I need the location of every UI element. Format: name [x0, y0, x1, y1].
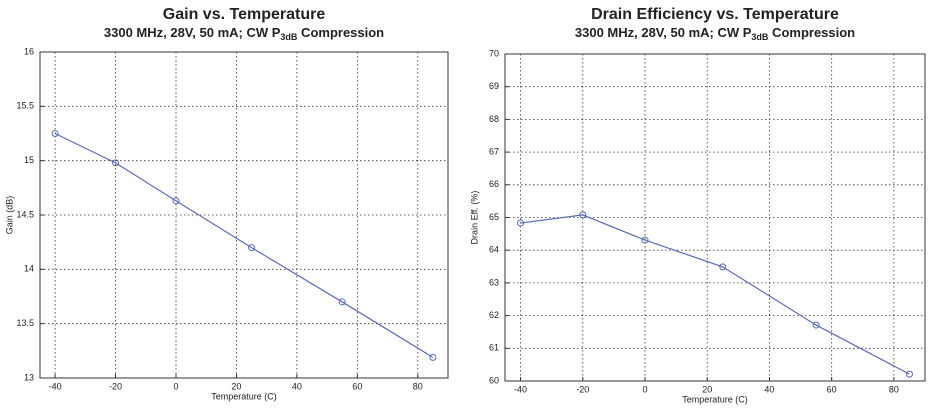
- y-tick-label: 68: [489, 114, 499, 124]
- x-tick-label: -20: [109, 381, 122, 391]
- x-tick-label: 40: [764, 384, 774, 394]
- y-tick-label: 62: [489, 310, 499, 320]
- x-tick-label: 20: [702, 384, 712, 394]
- x-tick-label: 80: [413, 381, 423, 391]
- y-tick-label: 14: [24, 264, 34, 274]
- x-tick-label: -40: [514, 384, 527, 394]
- subtitle-text: Compression: [768, 25, 855, 40]
- plot-frame: [504, 53, 926, 382]
- data-point: [641, 236, 649, 244]
- y-tick-label: 60: [489, 375, 499, 385]
- y-axis-label: Drain Eff. (%): [469, 191, 479, 245]
- y-tick-label: 63: [489, 277, 499, 287]
- y-tick-label: 67: [489, 146, 499, 156]
- chart-title: Gain vs. Temperature: [163, 6, 326, 23]
- x-tick-label: 60: [352, 381, 362, 391]
- x-tick-label: 40: [292, 381, 302, 391]
- data-point: [248, 244, 256, 252]
- chart-title: Drain Efficiency vs. Temperature: [591, 6, 839, 23]
- y-tick-label: 14.5: [16, 209, 34, 219]
- plot-frame: [39, 51, 449, 379]
- y-tick-label: 66: [489, 179, 499, 189]
- y-tick-label: 13.5: [16, 318, 34, 328]
- subtitle-subscript: 3dB: [751, 32, 769, 42]
- subtitle-text: Compression: [297, 25, 384, 40]
- y-tick-label: 13: [24, 372, 34, 382]
- data-point: [812, 321, 820, 329]
- data-line: [54, 132, 434, 358]
- y-tick-label: 16: [24, 46, 34, 56]
- y-axis-label: Gain (dB): [4, 196, 14, 235]
- y-tick-label: 70: [489, 48, 499, 58]
- y-tick-label: 15.5: [16, 101, 34, 111]
- data-line: [520, 214, 910, 375]
- data-point: [517, 219, 525, 227]
- y-tick-label: 61: [489, 343, 499, 353]
- x-tick-label: 0: [642, 384, 647, 394]
- y-tick-label: 64: [489, 245, 499, 255]
- x-tick-label: -40: [49, 381, 62, 391]
- chart-subtitle: 3300 MHz, 28V, 50 mA; CW P3dB Compressio…: [575, 25, 855, 42]
- x-tick-label: 60: [827, 384, 837, 394]
- x-tick-label: 0: [173, 381, 178, 391]
- x-axis-label: Temperature (C): [211, 391, 277, 401]
- data-point: [905, 370, 913, 378]
- data-point: [338, 298, 346, 306]
- x-axis-label: Temperature (C): [682, 394, 748, 404]
- data-point: [719, 263, 727, 271]
- data-point: [112, 159, 120, 167]
- data-point: [579, 211, 587, 219]
- subtitle-text: 3300 MHz, 28V, 50 mA; CW P: [104, 25, 281, 40]
- y-tick-label: 15: [24, 155, 34, 165]
- x-tick-label: -20: [576, 384, 589, 394]
- x-tick-label: 80: [889, 384, 899, 394]
- x-tick-label: 20: [231, 381, 241, 391]
- data-point: [172, 197, 180, 205]
- subtitle-text: 3300 MHz, 28V, 50 mA; CW P: [575, 25, 752, 40]
- data-point: [429, 353, 437, 361]
- chart-subtitle: 3300 MHz, 28V, 50 mA; CW P3dB Compressio…: [104, 25, 384, 42]
- data-point: [51, 130, 59, 137]
- y-tick-label: 69: [489, 81, 499, 91]
- y-tick-label: 65: [489, 212, 499, 222]
- subtitle-subscript: 3dB: [280, 32, 298, 42]
